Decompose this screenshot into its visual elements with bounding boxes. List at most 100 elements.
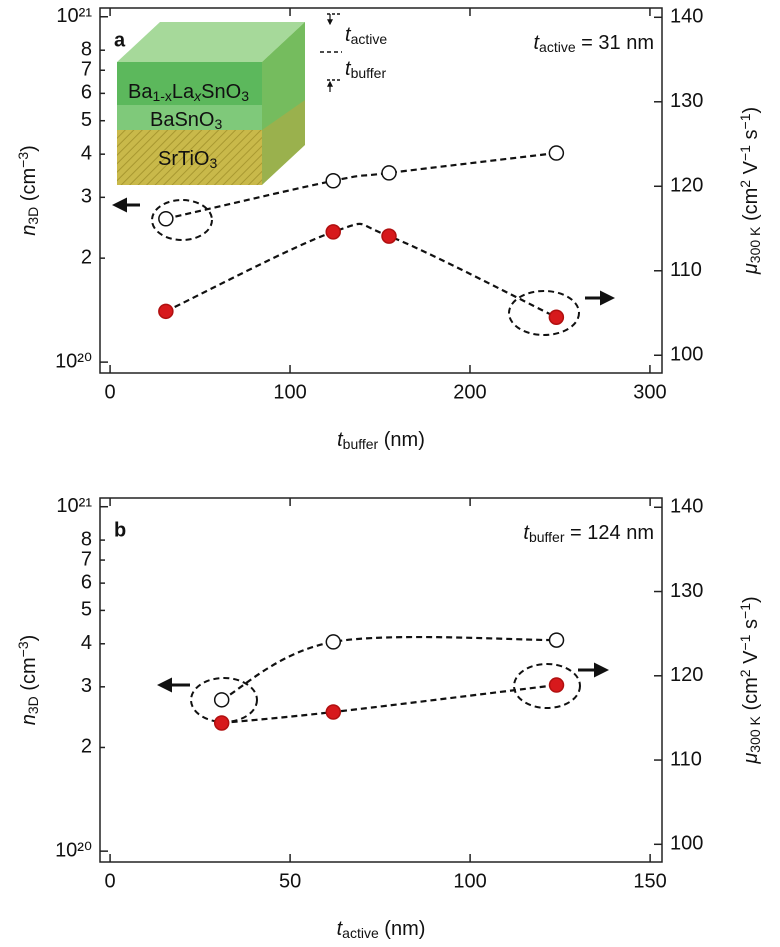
- y-axis-label-part: n: [18, 714, 40, 725]
- y2-tick-label: 130: [670, 90, 703, 112]
- y-axis-label-part: (cm: [18, 168, 40, 207]
- x-axis-label-part: (nm): [378, 429, 425, 451]
- data-point: [325, 224, 341, 240]
- y2-axis-label-part: −1: [737, 145, 753, 161]
- y2-axis-label-part: (cm: [740, 188, 762, 227]
- x-tick-label: 0: [105, 381, 116, 403]
- panel-label: a: [114, 29, 126, 51]
- guide-curve: [165, 151, 557, 220]
- y2-axis-label-part: −1: [737, 603, 753, 619]
- data-point: [158, 211, 174, 227]
- annotation-part: = 124 nm: [564, 522, 654, 544]
- y2-axis-label-part: 2: [737, 669, 753, 677]
- y2-axis-label-part: s: [740, 619, 762, 635]
- y-tick-label: 7: [81, 548, 92, 570]
- layer-label: SrTiO3: [158, 148, 217, 171]
- inset-diagram: [117, 13, 342, 185]
- y2-axis-label-part: ): [740, 596, 762, 603]
- y2-axis-label-part: V: [740, 650, 762, 670]
- y2-axis-label-part: −1: [737, 634, 753, 650]
- y-tick-label: 2: [81, 736, 92, 758]
- thickness-label-part: active: [351, 31, 388, 47]
- y-axis-label-part: 3D: [25, 207, 41, 225]
- x-axis-label-part: (nm): [379, 918, 426, 940]
- callouts: [112, 197, 615, 723]
- y2-axis-label-part: μ: [740, 753, 762, 765]
- y-tick-label: 6: [81, 571, 92, 593]
- thickness-label-part: buffer: [351, 65, 387, 81]
- y2-axis-label: μ300 K (cm2 V−1 s−1): [737, 107, 763, 275]
- x-axis-label-part: buffer: [343, 436, 379, 452]
- data-point: [325, 634, 342, 650]
- y-tick-label: 10²¹: [56, 495, 92, 517]
- annotation-part: t: [533, 32, 540, 54]
- y-axis-label-part: −3: [15, 152, 31, 168]
- y2-tick-label: 120: [670, 175, 703, 197]
- y-tick-label: 8: [81, 528, 92, 550]
- y-tick-label: 4: [81, 632, 92, 654]
- layer-label-part: x: [193, 88, 202, 104]
- y-tick-label: 4: [81, 142, 92, 164]
- data-point: [325, 704, 342, 720]
- y2-axis-label-part: −1: [737, 113, 753, 129]
- layer-label-part: La: [172, 81, 195, 103]
- y-axis-label-part: 3D: [25, 696, 41, 714]
- plot-frame: [99, 7, 663, 374]
- y-tick-label: 10²⁰: [55, 350, 92, 372]
- y-tick-label: 10²¹: [56, 5, 92, 27]
- layer-label-part: Ba: [128, 81, 153, 103]
- y2-axis-label: μ300 K (cm2 V−1 s−1): [737, 596, 763, 764]
- y-tick-label: 2: [81, 246, 92, 268]
- x-tick-label: 100: [273, 381, 306, 403]
- layer-label-part: 3: [241, 88, 249, 104]
- y2-tick-label: 100: [670, 344, 703, 366]
- layer-label-part: 3: [209, 155, 217, 171]
- layer-label: BaSnO3: [150, 109, 222, 132]
- y-axis-label-part: −3: [15, 641, 31, 657]
- x-tick-label: 0: [105, 870, 116, 892]
- y-tick-label: 7: [81, 59, 92, 81]
- x-tick-label: 100: [453, 870, 486, 892]
- data-point: [213, 692, 230, 708]
- y2-tick-label: 130: [670, 580, 703, 602]
- x-axis-label-part: t: [337, 918, 344, 940]
- plot-frame: [99, 497, 663, 863]
- y2-axis-label-part: 300 K: [747, 715, 763, 752]
- thickness-label-part: t: [345, 24, 352, 46]
- x-tick-label: 300: [633, 381, 666, 403]
- y-axis-label-part: (cm: [18, 657, 40, 696]
- x-tick-label: 150: [633, 870, 666, 892]
- thickness-label: tactive: [345, 24, 387, 47]
- y2-axis-label-part: s: [740, 129, 762, 145]
- layer-label: Ba1-xLaxSnO3: [128, 81, 249, 104]
- y2-tick-label: 110: [670, 748, 702, 770]
- guide-curve: [221, 635, 557, 701]
- x-axis-label: tbuffer (nm): [337, 429, 425, 452]
- layer-label-part: BaSnO: [150, 109, 214, 131]
- thickness-label-part: t: [345, 58, 352, 80]
- y2-tick-label: 120: [670, 664, 703, 686]
- x-tick-label: 200: [453, 381, 486, 403]
- x-axis-label-part: t: [337, 429, 344, 451]
- guide-curve: [221, 683, 557, 725]
- y-tick-label: 8: [81, 38, 92, 60]
- data-point: [213, 715, 230, 731]
- y2-tick-label: 140: [670, 6, 703, 28]
- data-point: [548, 632, 565, 648]
- y2-tick-label: 110: [670, 259, 702, 281]
- annotation: tbuffer = 124 nm: [523, 522, 654, 545]
- layer-label-part: SnO: [201, 81, 241, 103]
- x-axis-label: tactive (nm): [337, 918, 426, 941]
- annotation-part: buffer: [529, 529, 565, 545]
- x-axis-label-part: active: [342, 925, 379, 941]
- layer-label-part: 1-x: [152, 88, 171, 104]
- y-tick-label: 5: [81, 109, 92, 131]
- layer-label-part: 3: [214, 116, 222, 132]
- guide-curve: [165, 222, 557, 319]
- annotation-part: = 31 nm: [576, 32, 654, 54]
- y-tick-label: 3: [81, 675, 92, 697]
- data-point: [325, 173, 341, 189]
- y2-axis-label-part: μ: [740, 263, 762, 275]
- thickness-label: tbuffer: [345, 58, 386, 81]
